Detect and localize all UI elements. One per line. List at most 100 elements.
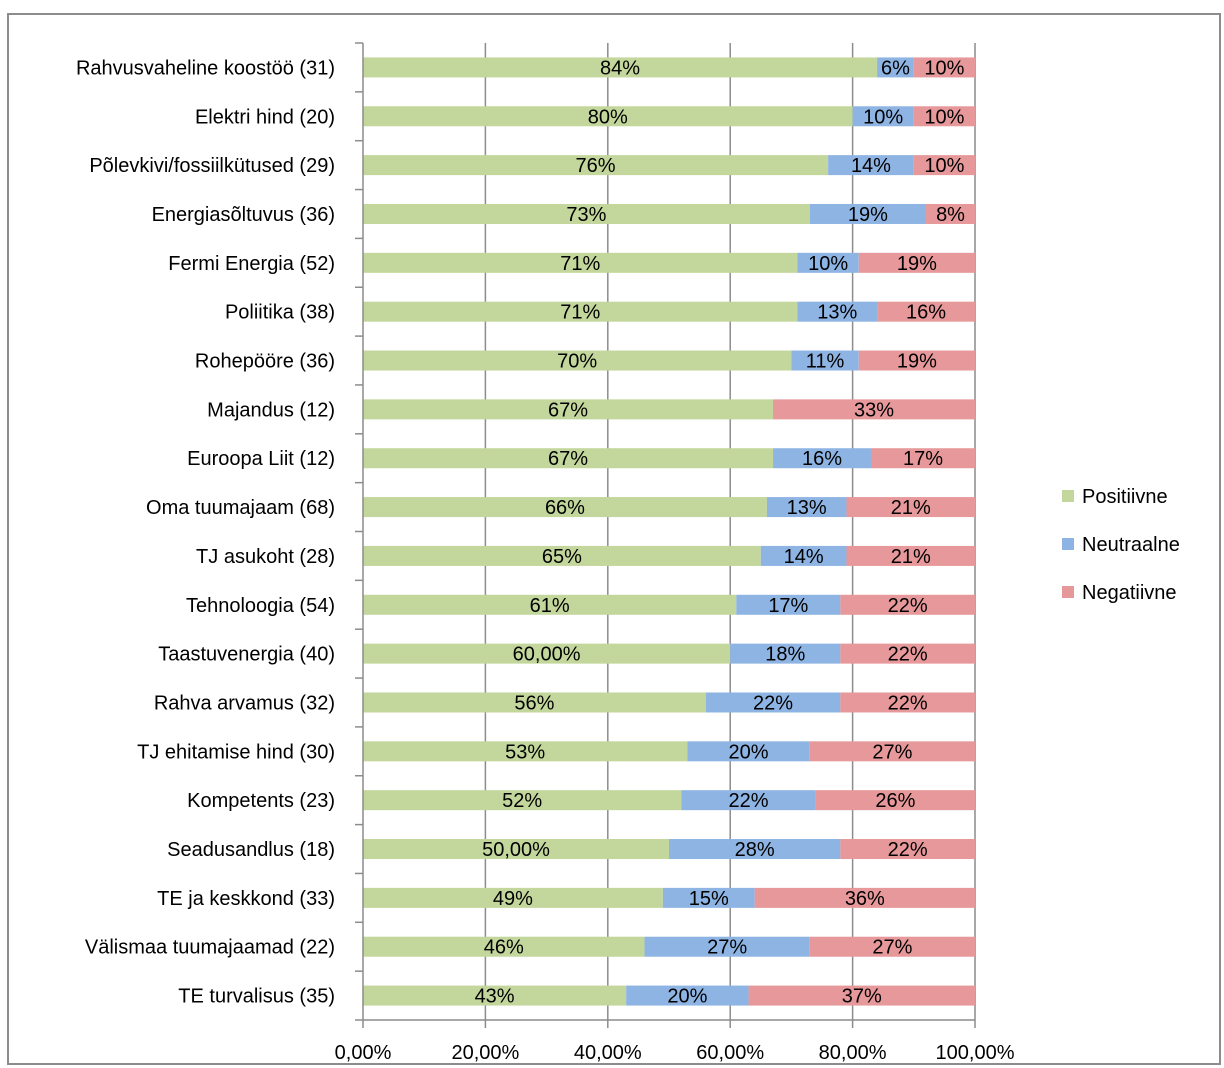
bar-segment-negatiivne [840,692,975,713]
data-label: 36% [845,888,885,910]
data-label: 21% [891,546,931,568]
data-label: 84% [600,57,640,79]
bar-segment-negatiivne [846,497,975,518]
bar-segment-neutraalne [644,936,810,957]
bar-segment-neutraalne [730,643,841,664]
data-label: 6% [881,57,910,79]
bar-segment-positiivne [363,790,682,811]
data-label: 67% [548,399,588,421]
bar-segment-negatiivne [870,448,975,469]
bar-segment-negatiivne [926,203,975,224]
bar-segment-neutraalne [687,741,810,762]
data-label: 10% [924,155,964,177]
bar-segment-neutraalne [797,252,859,273]
data-label: 61% [530,595,570,617]
gridlines [484,43,976,1020]
data-label: 10% [924,57,964,79]
bar-segment-negatiivne [754,887,975,908]
x-tick-label: 20,00% [451,1042,519,1064]
data-label: 28% [735,839,775,861]
legend-label: Neutraalne [1082,534,1180,556]
bar-segment-positiivne [363,985,627,1006]
category-label: TE turvalisus (35) [178,986,335,1008]
data-label: 22% [888,692,928,714]
data-label: 19% [897,253,937,275]
bar-segment-positiivne [363,545,761,566]
data-label: 26% [875,790,915,812]
category-label: Rohepööre (36) [195,351,335,373]
data-label: 17% [768,595,808,617]
data-label: 22% [729,790,769,812]
x-tick-label: 0,00% [335,1042,392,1064]
data-label: 13% [787,497,827,519]
bar-segment-positiivne [363,203,810,224]
data-label: 67% [548,448,588,470]
bar-segment-positiivne [363,741,688,762]
bar-segment-negatiivne [815,790,975,811]
x-tick-label: 80,00% [819,1042,887,1064]
chart-frame [7,13,1221,1065]
category-label: Välismaa tuumajaamad (22) [85,937,335,959]
bar-segment-positiivne [363,936,645,957]
category-label: Seadusandlus (18) [167,839,335,861]
data-label: 10% [924,106,964,128]
data-label: 14% [784,546,824,568]
data-label: 66% [545,497,585,519]
bar-segment-neutraalne [809,203,927,224]
legend-swatch [1062,538,1074,550]
bar-segment-positiivne [363,887,663,908]
bar-segment-neutraalne [736,594,841,615]
x-tick-label: 60,00% [696,1042,764,1064]
bar-segment-negatiivne [913,57,975,78]
bar-segment-negatiivne [809,741,975,762]
bar-segment-neutraalne [791,350,859,371]
bar-segment-negatiivne [913,155,975,176]
data-label: 19% [897,351,937,373]
data-label: 18% [765,644,805,666]
data-label: 8% [936,204,965,226]
data-label: 22% [753,692,793,714]
data-labels: 84% 6% 10% 80% 10% 10% 76% 14% 10% 73% 19% 8% 71% 10%… [475,57,966,1007]
data-label: 22% [888,839,928,861]
bar-segment-neutraalne [766,497,847,518]
bar-segment-positiivne [363,301,798,322]
data-label: 10% [808,253,848,275]
category-label: Majandus (12) [207,399,335,421]
data-label: 73% [566,204,606,226]
bar-segment-neutraalne [662,887,755,908]
category-label: Euroopa Liit (12) [187,448,335,470]
bar-segment-positiivne [363,839,669,860]
data-label: 65% [542,546,582,568]
data-label: 22% [888,644,928,666]
category-label: Elektri hind (20) [195,106,335,128]
category-label: Rahvusvaheline koostöö (31) [76,57,335,79]
category-label: Rahva arvamus (32) [154,692,335,714]
data-label: 70% [557,351,597,373]
bar-segment-negatiivne [913,106,975,127]
data-label: 80% [588,106,628,128]
category-label: Kompetents (23) [187,790,335,812]
bar-segment-negatiivne [858,350,975,371]
legend-label: Negatiivne [1082,582,1177,604]
data-label: 16% [906,302,946,324]
category-label: Taastuvenergia (40) [158,644,335,666]
bar-segment-positiivne [363,497,767,518]
data-label: 52% [502,790,542,812]
data-label: 20% [667,986,707,1008]
data-label: 33% [854,399,894,421]
bar-segment-positiivne [363,399,774,420]
data-label: 27% [872,937,912,959]
x-tick-label: 100,00% [936,1042,1015,1064]
bar-segment-negatiivne [840,643,975,664]
category-label: Põlevkivi/fossiilkütused (29) [89,155,335,177]
category-label: Poliitika (38) [225,302,335,324]
bar-segment-negatiivne [846,545,975,566]
category-label: Tehnoloogia (54) [186,595,335,617]
data-label: 10% [863,106,903,128]
bar-segment-negatiivne [809,936,975,957]
bars [363,57,975,1006]
data-label: 16% [802,448,842,470]
bar-segment-positiivne [363,448,774,469]
data-label: 76% [576,155,616,177]
legend: Positiivne Neutraalne Negatiivne [1062,486,1180,604]
